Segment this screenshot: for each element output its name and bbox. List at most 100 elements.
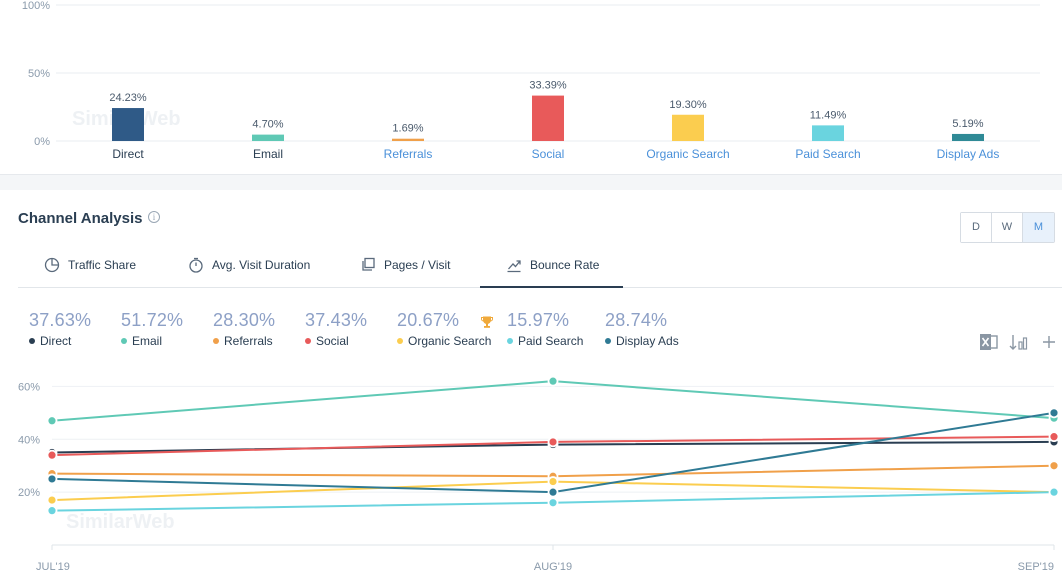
section-divider <box>0 174 1062 190</box>
metric-tabs: Traffic Share Avg. Visit Duration Pages … <box>18 244 1062 288</box>
tab-label: Pages / Visit <box>384 258 451 272</box>
tab-pages-per-visit[interactable]: Pages / Visit <box>360 244 450 286</box>
excel-icon[interactable] <box>978 333 1000 351</box>
data-point-display-ads[interactable] <box>547 486 559 498</box>
granularity-weekly-button[interactable]: W <box>992 213 1023 242</box>
data-point-paid-search[interactable] <box>1048 486 1060 498</box>
bar-value-label: 19.30% <box>669 99 707 111</box>
info-icon[interactable]: i <box>148 211 160 223</box>
bar-category-label: Direct <box>112 147 144 161</box>
chart-toolbar <box>978 333 1062 351</box>
bar-referrals[interactable] <box>392 138 424 141</box>
legend-dot <box>397 338 403 344</box>
legend-label: Social <box>316 334 349 348</box>
data-point-social[interactable] <box>1048 431 1060 443</box>
pages-icon <box>362 257 375 271</box>
legend-label: Email <box>132 334 163 348</box>
bar-organic-search[interactable] <box>672 114 704 141</box>
data-point-social[interactable] <box>547 436 559 448</box>
series-line-email[interactable] <box>51 380 1055 422</box>
legend-item-paid-search[interactable]: 15.97% Paid Search <box>507 310 583 348</box>
legend-dot <box>213 338 219 344</box>
bar-direct[interactable] <box>112 108 144 141</box>
legend-item-display-ads[interactable]: 28.74% Display Ads <box>605 310 679 348</box>
tab-label: Traffic Share <box>68 258 137 272</box>
bounce-icon <box>507 260 521 273</box>
legend-value: 20.67% <box>397 310 460 330</box>
trophy-icon <box>481 316 493 328</box>
legend-value: 28.74% <box>605 310 668 330</box>
bar-category-label[interactable]: Referrals <box>384 147 433 161</box>
bar-category-label[interactable]: Social <box>532 147 565 161</box>
bar-value-label: 11.49% <box>810 109 847 121</box>
data-point-organic-search[interactable] <box>46 494 58 506</box>
y-tick-label: 20% <box>18 487 40 499</box>
y-tick-label: 100% <box>22 0 50 12</box>
traffic-share-bar-panel: 100%50%0%SimilarWeb24.23%Direct4.70%Emai… <box>0 0 1062 174</box>
bar-category-label: Email <box>253 147 283 161</box>
bar-category-label[interactable]: Display Ads <box>937 147 1000 161</box>
bar-value-label: 1.69% <box>392 123 423 135</box>
tab-avg-visit-duration[interactable]: Avg. Visit Duration <box>188 244 310 286</box>
data-point-referrals[interactable] <box>1048 460 1060 472</box>
data-point-email[interactable] <box>547 375 559 387</box>
granularity-daily-button[interactable]: D <box>961 213 992 242</box>
legend-dot <box>507 338 513 344</box>
traffic-share-bar-chart: 100%50%0%SimilarWeb24.23%Direct4.70%Emai… <box>22 0 1040 161</box>
legend-item-direct[interactable]: 37.63% Direct <box>29 310 91 348</box>
legend-dot <box>605 338 611 344</box>
legend-value: 37.43% <box>305 310 368 330</box>
data-point-display-ads[interactable] <box>1048 407 1060 419</box>
x-tick-label: JUL'19 <box>36 561 70 573</box>
bar-value-label: 5.19% <box>952 118 983 130</box>
legend-item-email[interactable]: 51.72% Email <box>121 310 183 348</box>
tab-label: Avg. Visit Duration <box>212 258 311 272</box>
legend-value: 15.97% <box>507 310 570 330</box>
data-point-email[interactable] <box>46 415 58 427</box>
data-point-paid-search[interactable] <box>46 505 58 517</box>
legend-dot <box>121 338 127 344</box>
legend-label: Paid Search <box>518 334 584 348</box>
y-tick-label: 0% <box>34 136 50 148</box>
bounce-rate-line-chart: 60% 40% 20% SimilarWeb JUL'19 AUG'19 SEP'19 <box>18 375 1060 573</box>
bar-category-label[interactable]: Paid Search <box>795 147 860 161</box>
legend-label: Direct <box>40 334 72 348</box>
bar-display-ads[interactable] <box>952 133 984 141</box>
legend-item-organic-search[interactable]: 20.67% Organic Search <box>397 310 491 348</box>
x-tick-label: AUG'19 <box>534 561 572 573</box>
bar-paid-search[interactable] <box>812 125 844 141</box>
watermark: SimilarWeb <box>66 511 175 533</box>
bar-email[interactable] <box>252 134 284 141</box>
bar-value-label: 24.23% <box>109 92 147 104</box>
legend-item-referrals[interactable]: 28.30% Referrals <box>213 310 275 348</box>
data-point-social[interactable] <box>46 449 58 461</box>
granularity-monthly-button[interactable]: M <box>1023 213 1054 242</box>
data-point-paid-search[interactable] <box>547 497 559 509</box>
data-point-display-ads[interactable] <box>46 473 58 485</box>
legend-value: 28.30% <box>213 310 276 330</box>
tab-traffic-share[interactable]: Traffic Share <box>44 244 136 286</box>
y-tick-label: 40% <box>18 434 40 446</box>
data-point-organic-search[interactable] <box>547 476 559 487</box>
legend-item-social[interactable]: 37.43% Social <box>305 310 367 348</box>
legend-value: 51.72% <box>121 310 184 330</box>
legend-label: Organic Search <box>408 334 492 348</box>
bar-category-label[interactable]: Organic Search <box>646 147 729 161</box>
stopwatch-icon <box>189 257 203 273</box>
bar-value-label: 33.39% <box>529 80 567 92</box>
x-tick-label: SEP'19 <box>1018 561 1054 573</box>
add-icon[interactable] <box>1038 333 1060 351</box>
legend-dot <box>305 338 311 344</box>
bar-value-label: 4.70% <box>252 119 283 131</box>
legend-label: Referrals <box>224 334 273 348</box>
legend-label: Display Ads <box>616 334 679 348</box>
channel-analysis-title: Channel Analysis <box>18 210 143 227</box>
granularity-toggle: D W M <box>960 212 1055 243</box>
sort-icon[interactable] <box>1008 333 1030 351</box>
tab-bounce-rate[interactable]: Bounce Rate <box>479 244 624 288</box>
bar-social[interactable] <box>532 95 564 141</box>
y-tick-label: 50% <box>28 68 50 80</box>
legend-value: 37.63% <box>29 310 92 330</box>
y-tick-label: 60% <box>18 381 40 393</box>
pie-chart-icon <box>44 257 60 273</box>
